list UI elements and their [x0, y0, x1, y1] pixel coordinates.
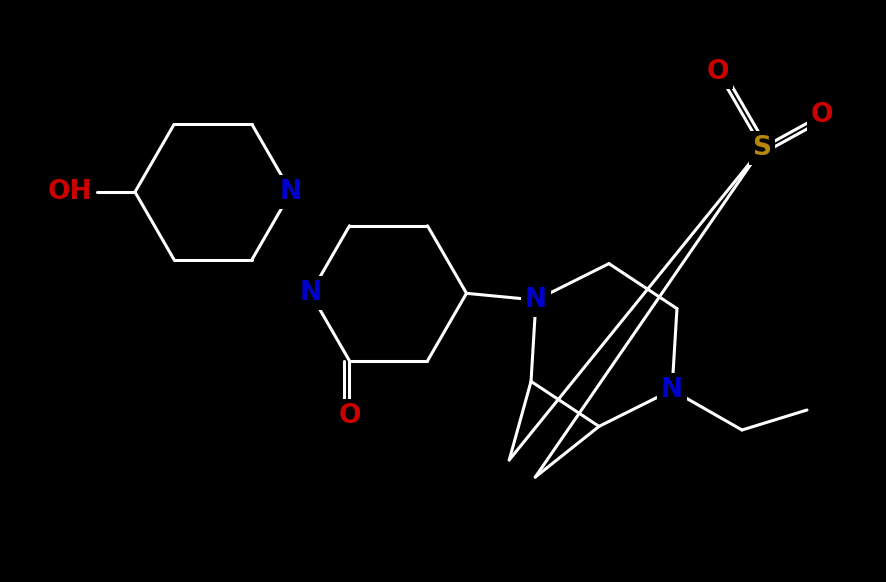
Text: OH: OH — [48, 179, 92, 205]
Text: O: O — [707, 59, 729, 85]
Text: N: N — [299, 281, 322, 306]
Text: S: S — [752, 135, 772, 161]
Text: N: N — [661, 377, 683, 403]
Text: N: N — [525, 287, 547, 313]
Text: O: O — [338, 403, 361, 429]
Text: O: O — [811, 102, 833, 128]
Text: N: N — [280, 179, 302, 205]
